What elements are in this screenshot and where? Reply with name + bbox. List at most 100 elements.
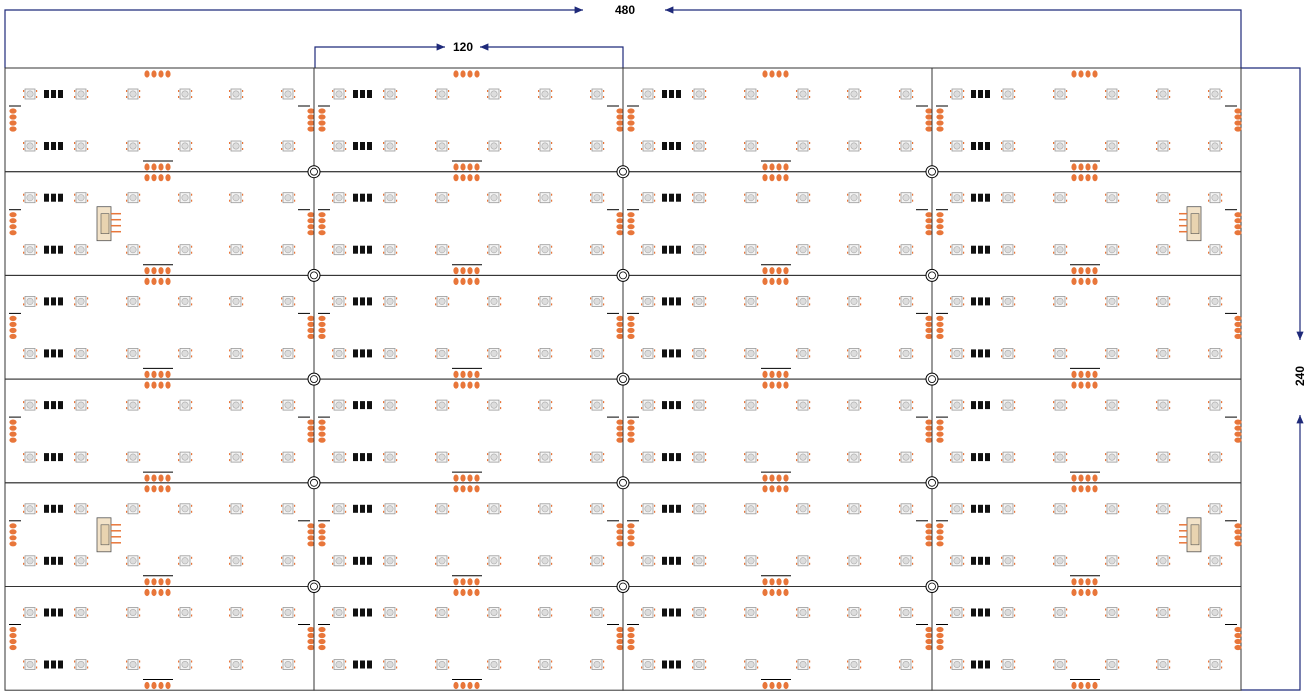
led-pad <box>1001 459 1003 462</box>
pad <box>936 529 944 535</box>
led-pad <box>641 407 643 410</box>
pad <box>318 212 326 218</box>
led-pad <box>912 199 914 202</box>
led-lens <box>232 660 240 668</box>
ic <box>669 453 674 462</box>
led-pad <box>383 401 385 404</box>
led-pad <box>1001 245 1003 248</box>
led-lens <box>26 142 34 150</box>
led-lens <box>335 246 343 254</box>
led-pad <box>294 504 296 507</box>
module <box>622 67 933 173</box>
led-pad <box>692 96 694 98</box>
pad <box>1234 120 1242 126</box>
led-pad <box>1001 407 1003 410</box>
led-pad <box>1118 453 1120 456</box>
led-pad <box>860 245 862 248</box>
led-lens <box>1056 194 1064 202</box>
led-pad <box>590 459 592 462</box>
led-lens <box>902 194 910 202</box>
led-pad <box>796 245 798 248</box>
led-lens <box>593 246 601 254</box>
led-pad <box>396 401 398 404</box>
led-pad <box>74 504 76 507</box>
led-pad <box>809 459 811 462</box>
led-pad <box>345 142 347 144</box>
led-pad <box>809 148 811 150</box>
led-pad <box>950 142 952 144</box>
led-pad <box>860 459 862 462</box>
led-pad <box>590 666 592 669</box>
led-pad <box>74 660 76 663</box>
led-pad <box>345 251 347 254</box>
pad <box>1092 277 1098 285</box>
led-pad <box>487 251 489 254</box>
pad <box>762 70 768 78</box>
led-pad <box>36 142 38 144</box>
led-pad <box>757 510 759 513</box>
led-pad <box>744 199 746 202</box>
pad <box>151 70 157 78</box>
led-lens <box>953 194 961 202</box>
led-pad <box>448 666 450 669</box>
led-pad <box>796 251 798 254</box>
led-pad <box>23 608 25 611</box>
pad <box>9 431 17 437</box>
led-pad <box>809 96 811 98</box>
pad <box>9 315 17 321</box>
led-pad <box>963 459 965 462</box>
led-pad <box>500 504 502 507</box>
led-pad <box>487 199 489 202</box>
led-lens <box>695 297 703 305</box>
led-pad <box>396 614 398 617</box>
led-lens <box>1159 453 1167 461</box>
led-pad <box>191 562 193 565</box>
ic <box>360 90 365 98</box>
module <box>313 171 624 276</box>
led-pad <box>1105 660 1107 663</box>
pad <box>616 638 624 645</box>
led-pad <box>847 401 849 404</box>
led-lens <box>335 297 343 305</box>
led-pad <box>242 504 244 507</box>
led-pad <box>23 401 25 404</box>
led-pad <box>963 666 965 669</box>
led-pad <box>126 303 128 306</box>
led-lens <box>129 608 137 616</box>
ic <box>669 556 674 565</box>
pad <box>307 535 315 541</box>
led-pad <box>1105 510 1107 513</box>
led-pad <box>74 193 76 196</box>
led-pad <box>847 614 849 617</box>
led-pad <box>281 407 283 410</box>
led-pad <box>500 660 502 663</box>
led-pad <box>912 453 914 456</box>
led-lens <box>799 453 807 461</box>
led-pad <box>705 142 707 144</box>
led-pad <box>87 251 89 254</box>
led-pad <box>1014 297 1016 300</box>
pad <box>453 485 459 493</box>
pad <box>925 638 933 645</box>
led-pad <box>950 608 952 611</box>
led-pad <box>590 608 592 611</box>
led-pad <box>757 407 759 410</box>
pad <box>769 163 775 171</box>
ic <box>971 453 976 462</box>
led-lens <box>284 142 292 150</box>
led-pad <box>487 556 489 559</box>
led-pad <box>1118 660 1120 663</box>
led-pad <box>1053 303 1055 306</box>
led-lens <box>747 660 755 668</box>
pad <box>925 120 933 126</box>
led-pad <box>744 251 746 254</box>
led-lens <box>1056 660 1064 668</box>
ic <box>367 297 372 306</box>
ic <box>985 660 990 669</box>
led-pad <box>538 401 540 404</box>
led-pad <box>332 407 334 410</box>
dim-line <box>480 43 624 68</box>
led-pad <box>435 562 437 565</box>
led-pad <box>345 510 347 513</box>
ic <box>367 608 372 617</box>
